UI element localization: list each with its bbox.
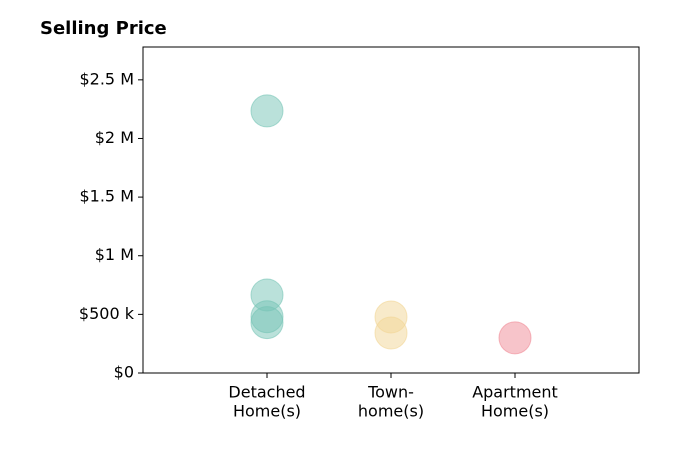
point — [374, 316, 408, 350]
chart-title: Selling Price — [40, 18, 167, 39]
point — [250, 306, 284, 340]
y-tick-label: $0 — [114, 363, 134, 382]
x-tick-label: Home(s) — [233, 402, 301, 421]
x-tick-label: Home(s) — [481, 402, 549, 421]
x-tick-label: Town- — [367, 383, 414, 402]
y-tick-label: $1 M — [95, 245, 134, 264]
y-tick-label: $500 k — [79, 304, 135, 323]
point — [250, 94, 284, 128]
x-tick-label: Apartment — [472, 383, 558, 402]
y-tick-label: $1.5 M — [79, 187, 134, 206]
y-tick-label: $2.5 M — [79, 69, 134, 88]
point — [498, 321, 532, 355]
x-tick-label: Detached — [228, 383, 305, 402]
x-tick-label: home(s) — [358, 402, 424, 421]
y-tick-label: $2 M — [95, 128, 134, 147]
